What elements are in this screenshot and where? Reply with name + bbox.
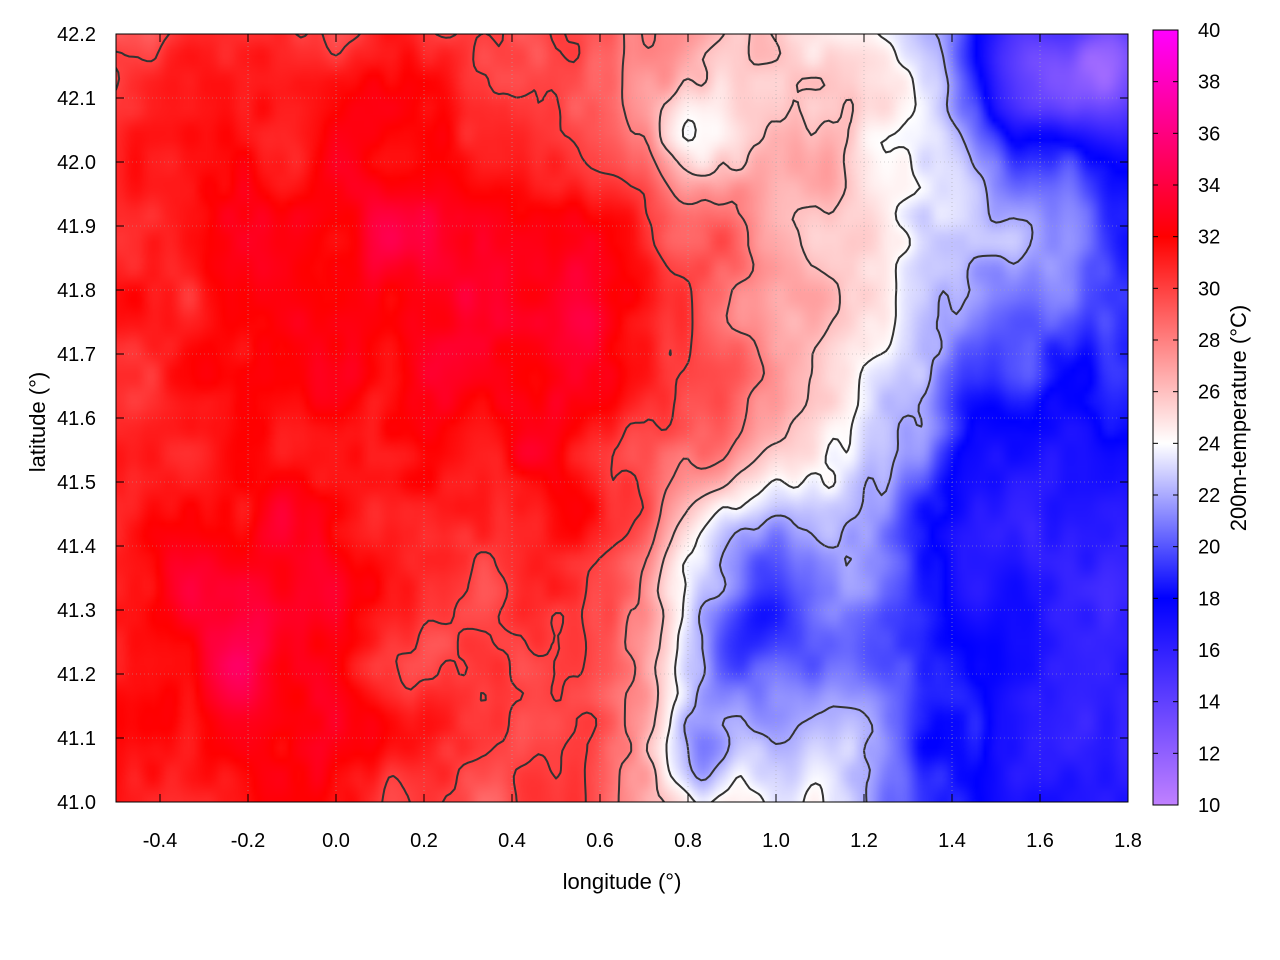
y-tick-label: 41.4: [57, 536, 96, 558]
colorbar-tick-label: 24: [1198, 433, 1220, 455]
colorbar-tick-label: 28: [1198, 330, 1220, 352]
colorbar-tick-label: 20: [1198, 537, 1220, 559]
y-tick-label: 41.3: [57, 600, 96, 622]
plot-area: [115, 33, 1129, 803]
contour-line: [683, 34, 1034, 802]
colorbar: 10 12 14 16 18 20 22 24 26 28 30 32 34 36 38 40 200m-te…: [1152, 20, 1251, 817]
y-tick-label: 41.1: [57, 728, 96, 750]
y-axis-label: latitude (°): [25, 372, 50, 473]
colorbar-tick-label: 36: [1198, 123, 1220, 145]
y-tick-label: 41.8: [57, 280, 96, 302]
x-tick-label: 1.6: [1026, 830, 1054, 852]
colorbar-label: 200m-temperature (°C): [1226, 305, 1251, 531]
colorbar-ticks: 10 12 14 16 18 20 22 24 26 28 30 32 34 36 38 40: [1153, 20, 1220, 817]
x-tick-label: -0.4: [143, 830, 177, 852]
contour-line: [645, 34, 854, 802]
y-axis-ticks: 41.0 41.1 41.2 41.3 41.4 41.5 41.6 41.7 41.8 41.9…: [57, 24, 1128, 814]
colorbar-tick-label: 38: [1198, 72, 1220, 94]
x-tick-label: 0.8: [674, 830, 702, 852]
y-tick-label: 41.6: [57, 408, 96, 430]
x-tick-label: 1.8: [1114, 830, 1142, 852]
contour-lines: [116, 34, 1034, 802]
colorbar-tick-label: 30: [1198, 278, 1220, 300]
colorbar-tick-label: 32: [1198, 227, 1220, 249]
y-tick-label: 42.2: [57, 24, 96, 46]
x-tick-label: 1.0: [762, 830, 790, 852]
grid-lines: [116, 34, 1128, 802]
y-tick-label: 41.2: [57, 664, 96, 686]
x-tick-label: 0.2: [410, 830, 438, 852]
colorbar-tick-label: 12: [1198, 743, 1220, 765]
x-tick-label: 0.6: [586, 830, 614, 852]
contour-line: [665, 34, 922, 802]
y-tick-label: 41.5: [57, 472, 96, 494]
x-axis-label: longitude (°): [563, 869, 682, 894]
contour-line: [116, 34, 694, 802]
y-tick-label: 41.7: [57, 344, 96, 366]
colorbar-tick-label: 14: [1198, 692, 1220, 714]
contour-line: [617, 34, 765, 802]
colorbar-tick-label: 34: [1198, 175, 1220, 197]
y-tick-label: 41.0: [57, 792, 96, 814]
colorbar-tick-label: 22: [1198, 485, 1220, 507]
x-tick-label: 1.4: [938, 830, 966, 852]
x-tick-label: 1.2: [850, 830, 878, 852]
y-tick-label: 42.0: [57, 152, 96, 174]
x-tick-label: 0.4: [498, 830, 526, 852]
x-tick-label: 0.0: [322, 830, 350, 852]
y-tick-label: 41.9: [57, 216, 96, 238]
colorbar-tick-label: 26: [1198, 382, 1220, 404]
x-axis-ticks: -0.4 -0.2 0.0 0.2 0.4 0.6 0.8 1.0 1.2 1.4 1.6 1.8: [143, 34, 1142, 852]
colorbar-gradient: [1152, 29, 1179, 806]
y-tick-label: 42.1: [57, 88, 96, 110]
x-tick-label: -0.2: [231, 830, 265, 852]
colorbar-tick-label: 40: [1198, 20, 1220, 42]
colorbar-tick-label: 18: [1198, 588, 1220, 610]
colorbar-tick-label: 16: [1198, 640, 1220, 662]
colorbar-tick-label: 10: [1198, 795, 1220, 817]
